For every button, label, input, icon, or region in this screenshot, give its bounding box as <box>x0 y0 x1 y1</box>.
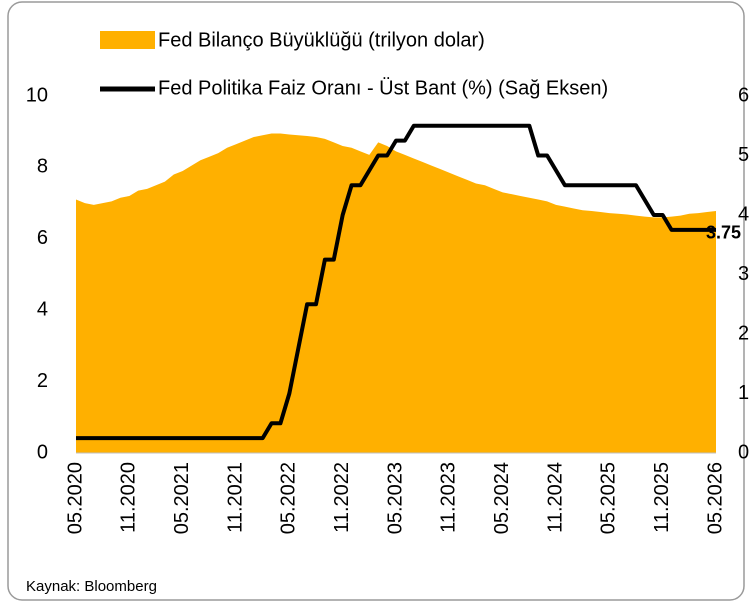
y2-tick-label: 1 <box>738 382 749 404</box>
x-tick-label: 11.2024 <box>544 462 566 533</box>
x-tick-label: 11.2020 <box>118 462 140 533</box>
legend-label: Fed Politika Faiz Oranı - Üst Bant (%) (… <box>158 77 608 99</box>
x-tick-label: 11.2022 <box>331 462 353 533</box>
y2-tick-label: 2 <box>738 322 749 344</box>
y-tick-label: 2 <box>37 370 48 392</box>
data-label: 3.75 <box>706 223 741 243</box>
y-tick-label: 8 <box>37 156 48 178</box>
y2-tick-label: 3 <box>738 263 749 285</box>
line <box>76 123 716 441</box>
legend-swatch <box>100 31 155 49</box>
y2-tick-label: 4 <box>738 203 749 225</box>
x-tick-label: 05.2026 <box>704 462 726 534</box>
x-tick-label: 11.2025 <box>651 462 673 533</box>
y-tick-label: 0 <box>37 441 48 463</box>
y2-tick-label: 6 <box>738 84 749 106</box>
y-tick-label: 10 <box>26 84 48 106</box>
x-tick-label: 05.2020 <box>64 462 86 534</box>
x-tick-label: 05.2025 <box>598 462 620 534</box>
x-tick-label: 11.2021 <box>224 462 246 533</box>
y-tick-label: 6 <box>37 227 48 249</box>
area <box>76 133 716 454</box>
legend-label: Fed Bilanço Büyüklüğü (trilyon dolar) <box>158 29 485 51</box>
x-tick-label: 05.2024 <box>491 462 513 534</box>
y-tick-label: 4 <box>37 298 48 320</box>
x-tick-label: 11.2023 <box>438 462 460 533</box>
y2-tick-label: 5 <box>738 144 749 166</box>
x-tick-label: 05.2021 <box>171 462 193 534</box>
y2-tick-label: 0 <box>738 441 749 463</box>
x-tick-label: 05.2022 <box>278 462 300 534</box>
source: Kaynak: Bloomberg <box>26 578 157 595</box>
x-tick-label: 05.2023 <box>384 462 406 534</box>
